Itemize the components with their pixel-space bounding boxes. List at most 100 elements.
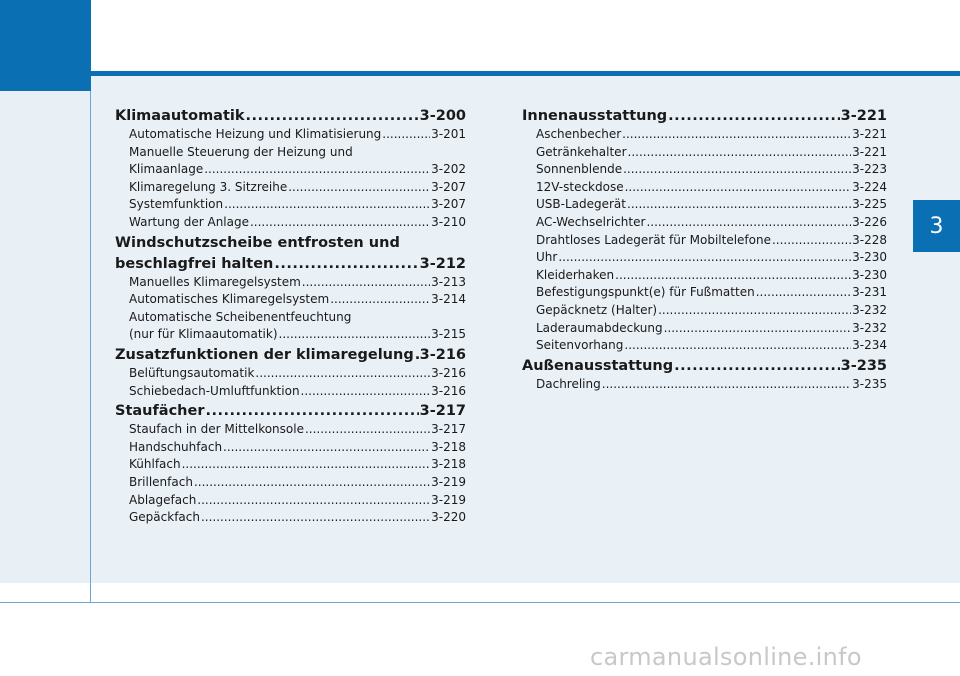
dot-leader bbox=[664, 320, 852, 338]
toc-page-number: 3-221 bbox=[852, 144, 887, 159]
toc-subentry[interactable]: Brillenfach 3-219 bbox=[115, 474, 466, 492]
toc-entry-label: Sonnenblende bbox=[536, 162, 623, 177]
toc-entry-label: Staufach in der Mittelkonsole bbox=[129, 422, 304, 437]
toc-subentry[interactable]: Sonnenblende 3-223 bbox=[522, 161, 887, 179]
toc-subentry[interactable]: Staufach in der Mittelkonsole 3-217 bbox=[115, 421, 466, 439]
toc-page-number: 3-217 bbox=[431, 422, 466, 437]
toc-section-entry[interactable]: Außenausstattung 3-235 bbox=[522, 357, 887, 376]
toc-page-number: 3-219 bbox=[431, 492, 466, 507]
toc-page-number: 3-207 bbox=[431, 179, 466, 194]
toc-subentry[interactable]: Systemfunktion 3-207 bbox=[115, 196, 466, 214]
toc-subentry[interactable]: Getränkehalter 3-221 bbox=[522, 144, 887, 162]
toc-page-number: 3-212 bbox=[419, 255, 466, 272]
dot-leader bbox=[255, 365, 430, 383]
toc-subentry[interactable]: (nur für Klimaautomatik) 3-215 bbox=[115, 326, 466, 344]
toc-subentry[interactable]: Automatische Heizung und Klimatisierung 3… bbox=[115, 126, 466, 144]
toc-page-number: 3-221 bbox=[840, 108, 887, 124]
toc-subentry[interactable]: Befestigungspunkt(e) für Fußmatten 3-231 bbox=[522, 284, 887, 302]
toc-page-number: 3-218 bbox=[431, 439, 466, 454]
toc-subentry[interactable]: Laderaumabdeckung 3-232 bbox=[522, 320, 887, 338]
toc-section-entry[interactable]: beschlagfrei halten 3-212 bbox=[115, 255, 466, 274]
dot-leader bbox=[279, 326, 431, 344]
toc-subentry[interactable]: USB-Ladegerät 3-225 bbox=[522, 196, 887, 214]
toc-entry-label: Aschenbecher bbox=[536, 127, 622, 141]
toc-entry-label: Klimaregelung 3. Sitzreihe bbox=[129, 179, 288, 194]
toc-entry-label: Seitenvorhang bbox=[536, 338, 624, 353]
toc-subentry[interactable]: Dachreling 3-235 bbox=[522, 376, 887, 394]
toc-subentry[interactable]: Kühlfach 3-218 bbox=[115, 456, 466, 474]
toc-subentry[interactable]: Kleiderhaken 3-230 bbox=[522, 267, 887, 285]
toc-subentry[interactable]: Wartung der Anlage 3-210 bbox=[115, 214, 466, 232]
toc-section-entry[interactable]: Innenausstattung 3-221 bbox=[522, 107, 887, 126]
toc-page-number: 3-207 bbox=[431, 197, 466, 212]
toc-page-number: 3-217 bbox=[419, 403, 466, 420]
toc-subentry[interactable]: Gepäcknetz (Halter) 3-232 bbox=[522, 302, 887, 320]
toc-subentry[interactable]: Ablagefach 3-219 bbox=[115, 492, 466, 510]
toc-page-number: 3-224 bbox=[852, 179, 887, 194]
toc-page-number: 3-201 bbox=[431, 127, 466, 141]
toc-page-number: 3-230 bbox=[852, 267, 887, 282]
toc-page-number: 3-216 bbox=[431, 365, 466, 380]
toc-subentry[interactable]: Gepäckfach 3-220 bbox=[115, 509, 466, 527]
toc-page-number: 3-225 bbox=[852, 197, 887, 212]
toc-page-number: 3-235 bbox=[852, 376, 887, 391]
dot-leader bbox=[382, 126, 430, 144]
toc-left-column: Klimaautomatik 3-200 Automatische Heizung … bbox=[115, 107, 466, 527]
toc-subentry[interactable]: Belüftungsautomatik 3-216 bbox=[115, 365, 466, 383]
dot-leader bbox=[772, 232, 851, 250]
toc-entry-label: Uhr bbox=[536, 250, 558, 265]
toc-page-number: 3-216 bbox=[431, 383, 466, 398]
toc-entry-label: AC-Wechselrichter bbox=[536, 214, 646, 229]
toc-page-number: 3-231 bbox=[852, 285, 887, 300]
toc-page-number: 3-214 bbox=[431, 292, 466, 307]
chapter-tab[interactable]: 3 bbox=[913, 200, 960, 252]
toc-subentry[interactable]: 12V-steckdose 3-224 bbox=[522, 179, 887, 197]
toc-subentry[interactable]: Seitenvorhang 3-234 bbox=[522, 337, 887, 355]
dot-leader bbox=[302, 274, 430, 292]
chapter-number: 3 bbox=[929, 213, 944, 239]
toc-subentry[interactable]: Manuelles Klimaregelsystem 3-213 bbox=[115, 274, 466, 292]
toc-subentry[interactable]: Klimaregelung 3. Sitzreihe 3-207 bbox=[115, 179, 466, 197]
dot-leader bbox=[197, 492, 430, 510]
toc-entry-label: (nur für Klimaautomatik) bbox=[129, 327, 278, 342]
toc-subentry[interactable]: AC-Wechselrichter 3-226 bbox=[522, 214, 887, 232]
dot-leader bbox=[658, 302, 851, 320]
dot-leader bbox=[204, 161, 430, 179]
dot-leader bbox=[628, 144, 852, 162]
toc-subentry[interactable]: Aschenbecher 3-221 bbox=[522, 126, 887, 144]
toc-subentry[interactable]: Automatisches Klimaregelsystem 3-214 bbox=[115, 291, 466, 309]
toc-section-entry[interactable]: Zusatzfunktionen der klimaregelung 3-216 bbox=[115, 346, 466, 365]
dot-leader bbox=[627, 196, 851, 214]
toc-page-number: 3-218 bbox=[431, 457, 466, 472]
toc-page-number: 3-210 bbox=[431, 214, 466, 229]
toc-entry-label: Ablagefach bbox=[129, 492, 197, 507]
toc-section-heading-line: Windschutzscheibe entfrosten und bbox=[115, 234, 400, 251]
toc-entry-label: Automatisches Klimaregelsystem bbox=[129, 292, 330, 307]
toc-entry-label: Handschuhfach bbox=[129, 439, 223, 454]
toc-entry-label: Brillenfach bbox=[129, 474, 193, 489]
dot-leader bbox=[194, 474, 430, 492]
toc-entry-label: USB-Ladegerät bbox=[536, 197, 626, 212]
toc-entry-label: Automatische Heizung und Klimatisierung bbox=[129, 127, 382, 141]
toc-page-number: 3-216 bbox=[419, 346, 466, 363]
toc-page-number: 3-223 bbox=[852, 162, 887, 177]
toc-entry-label: Zusatzfunktionen der klimaregelung bbox=[115, 346, 414, 363]
toc-page-number: 3-232 bbox=[852, 320, 887, 335]
toc-entry-label: Schiebedach-Umluftfunktion bbox=[129, 383, 300, 398]
toc-section-entry[interactable]: Klimaautomatik 3-200 bbox=[115, 107, 466, 126]
dot-leader bbox=[182, 456, 431, 474]
toc-subentry[interactable]: Klimaanlage 3-202 bbox=[115, 161, 466, 179]
toc-entry-label: Manuelles Klimaregelsystem bbox=[129, 274, 301, 289]
dot-leader bbox=[625, 179, 852, 197]
toc-section-entry[interactable]: Staufächer 3-217 bbox=[115, 402, 466, 421]
toc-entry-label: Laderaumabdeckung bbox=[536, 320, 663, 335]
toc-entry-label: Dachreling bbox=[536, 376, 601, 391]
toc-entry-label: Drahtloses Ladegerät für Mobiltelefone bbox=[536, 232, 771, 247]
toc-subentry[interactable]: Drahtloses Ladegerät für Mobiltelefone 3-… bbox=[522, 232, 887, 250]
dot-leader bbox=[305, 421, 430, 439]
toc-subentry[interactable]: Schiebedach-Umluftfunktion 3-216 bbox=[115, 383, 466, 401]
dot-leader bbox=[274, 255, 418, 274]
dot-leader bbox=[615, 267, 851, 285]
toc-subentry[interactable]: Uhr 3-230 bbox=[522, 249, 887, 267]
toc-subentry[interactable]: Handschuhfach 3-218 bbox=[115, 439, 466, 457]
